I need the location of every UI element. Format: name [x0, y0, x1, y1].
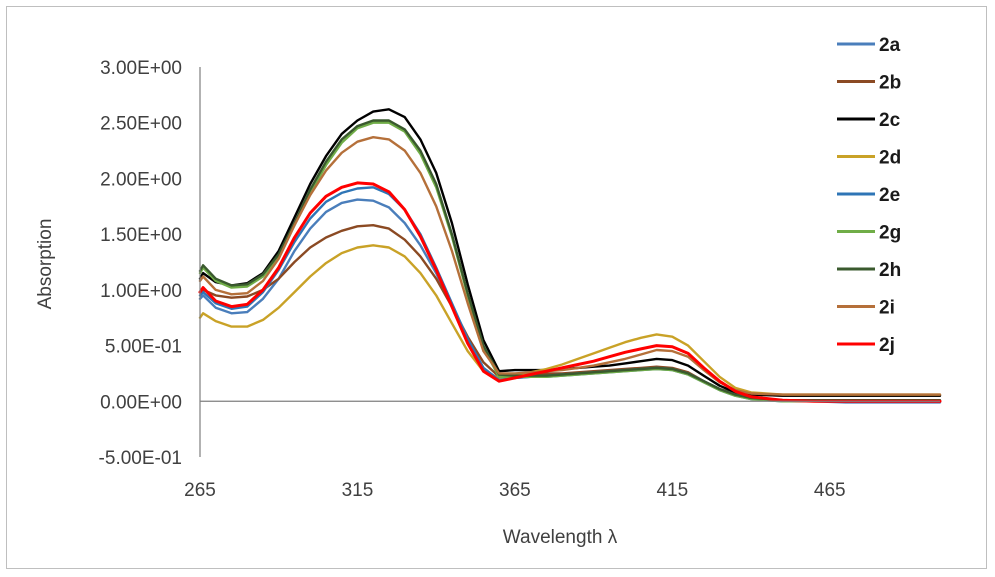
legend-item-2c: 2c: [837, 110, 901, 131]
series-line-2c: [198, 108, 942, 397]
legend-label: 2c: [879, 110, 901, 131]
x-tick-label: 465: [814, 480, 846, 501]
y-tick-label: 2.00E+00: [100, 169, 182, 190]
legend-label: 2i: [879, 298, 895, 319]
y-tick-label: 1.50E+00: [100, 225, 182, 246]
legend-label: 2d: [879, 148, 901, 169]
legend-label: 2a: [879, 35, 901, 56]
series-line-2g: [198, 121, 942, 403]
legend-label: 2e: [879, 185, 900, 206]
axes: [199, 67, 940, 457]
legend-item-2b: 2b: [837, 73, 901, 94]
y-tick-label: 3.00E+00: [100, 58, 182, 79]
x-tick-label: 265: [184, 480, 216, 501]
tick-labels: 3.00E+00 2.50E+00 2.00E+00 1.50E+00 1.00E+00…: [99, 58, 846, 501]
chart-svg: 3.00E+00 2.50E+00 2.00E+00 1.50E+00 1.00E+00…: [35, 35, 942, 548]
legend-item-2d: 2d: [837, 148, 901, 169]
legend-item-2j: 2j: [837, 335, 895, 356]
legend-label: 2h: [879, 260, 901, 281]
legend-item-2i: 2i: [837, 298, 895, 319]
plot-area: [198, 108, 942, 404]
legend-item-2a: 2a: [837, 35, 901, 56]
y-tick-label: 0.00E+00: [100, 392, 182, 413]
legend-item-2g: 2g: [837, 223, 901, 244]
x-tick-label: 415: [656, 480, 688, 501]
x-tick-label: 315: [342, 480, 374, 501]
legend: 2a 2b 2c 2d 2e 2g 2h 2i 2j: [837, 35, 901, 356]
legend-label: 2b: [879, 73, 901, 94]
legend-item-2e: 2e: [837, 185, 900, 206]
y-tick-label: 1.00E+00: [100, 281, 182, 302]
legend-label: 2g: [879, 223, 901, 244]
series-line-2h: [198, 119, 942, 402]
x-tick-label: 365: [499, 480, 531, 501]
y-tick-label: 2.50E+00: [100, 114, 182, 135]
y-tick-label: -5.00E-01: [99, 448, 182, 469]
chart-frame: 3.00E+00 2.50E+00 2.00E+00 1.50E+00 1.00E+00…: [6, 6, 987, 569]
series-line-2i: [198, 136, 942, 396]
x-axis-title: Wavelength λ: [503, 527, 618, 548]
legend-label: 2j: [879, 335, 895, 356]
legend-item-2h: 2h: [837, 260, 901, 281]
y-axis-title: Absorption: [35, 219, 56, 310]
y-tick-label: 5.00E-01: [105, 337, 182, 358]
series-line-2j: [198, 181, 942, 403]
